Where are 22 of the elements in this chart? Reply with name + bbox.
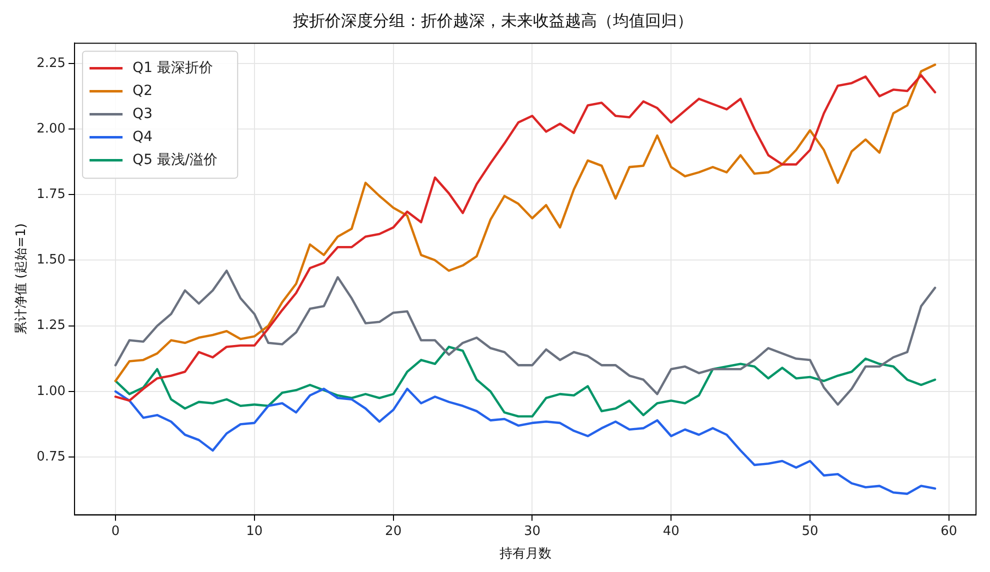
x-tick-label: 60 (940, 524, 958, 539)
y-tick-label: 1.00 (36, 384, 66, 399)
legend-label: Q5 最浅/溢价 (132, 152, 218, 168)
x-tick-label: 20 (385, 524, 402, 539)
legend-label: Q1 最深折价 (132, 60, 213, 76)
x-tick-label: 0 (111, 524, 120, 539)
chart-title: 按折价深度分组：折价越深，未来收益越高（均值回归） (293, 10, 693, 30)
x-axis-title: 持有月数 (499, 546, 552, 562)
legend-label: Q2 (132, 82, 152, 99)
legend-label: Q4 (132, 128, 153, 145)
y-tick-label: 2.00 (36, 121, 66, 136)
x-tick-label: 40 (662, 524, 680, 539)
x-tick-label: 10 (246, 524, 263, 539)
x-tick-label: 50 (802, 524, 818, 539)
x-tick-label: 30 (524, 524, 540, 539)
y-tick-label: 2.25 (36, 56, 66, 71)
y-tick-label: 1.25 (36, 318, 66, 334)
legend-label: Q3 (132, 106, 152, 122)
y-axis-title: 累计净值 (起始=1) (14, 223, 30, 335)
y-tick-label: 0.75 (36, 449, 66, 464)
y-tick-label: 1.50 (36, 252, 66, 268)
y-tick-label: 1.75 (36, 187, 66, 202)
